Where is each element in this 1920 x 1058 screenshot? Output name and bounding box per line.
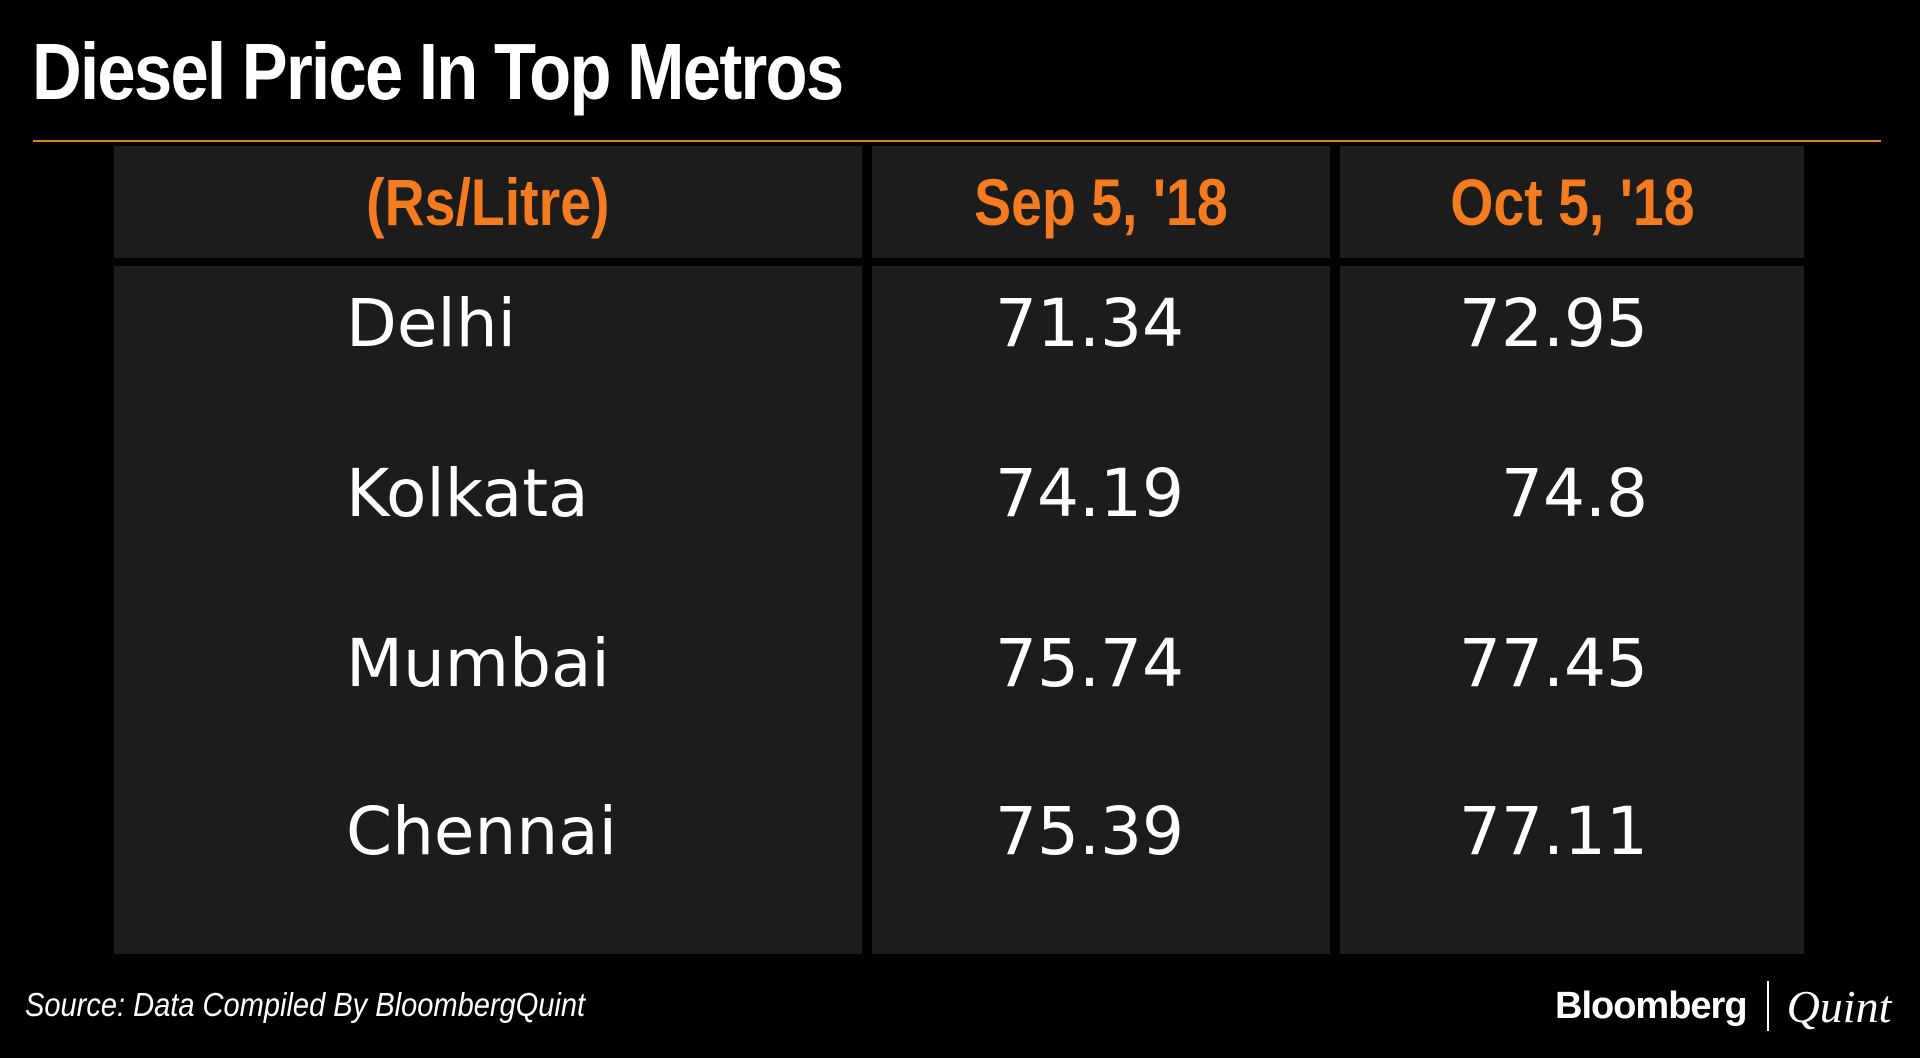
- column-header-unit: (Rs/Litre): [366, 165, 610, 239]
- title-divider: [33, 140, 1881, 142]
- logo-quint-text: Quint: [1786, 980, 1892, 1032]
- city-label-chennai: Chennai: [346, 793, 617, 870]
- header-cell-sep: Sep 5, '18: [872, 146, 1330, 258]
- city-label-delhi: Delhi: [346, 285, 516, 362]
- price-table: (Rs/Litre) Delhi Kolkata Mumbai Chennai …: [114, 146, 1804, 954]
- column-oct: Oct 5, '18 72.95 74.8 77.45 77.11: [1340, 146, 1804, 954]
- chart-title: Diesel Price In Top Metros: [32, 27, 844, 116]
- body-cell-cities: Delhi Kolkata Mumbai Chennai: [114, 266, 862, 954]
- column-sep: Sep 5, '18 71.34 74.19 75.74 75.39: [872, 146, 1330, 954]
- value-kolkata-oct: 74.8: [1501, 455, 1648, 532]
- column-header-sep: Sep 5, '18: [974, 165, 1228, 239]
- city-label-mumbai: Mumbai: [346, 625, 610, 702]
- logo-bloomberg-text: Bloomberg: [1555, 984, 1748, 1027]
- value-chennai-oct: 77.11: [1459, 793, 1648, 870]
- logo-divider: [1766, 981, 1769, 1031]
- value-delhi-sep: 71.34: [995, 285, 1184, 362]
- value-kolkata-sep: 74.19: [995, 455, 1184, 532]
- source-note: Source: Data Compiled By BloombergQuint: [25, 986, 586, 1023]
- value-delhi-oct: 72.95: [1459, 285, 1648, 362]
- body-cell-sep: 71.34 74.19 75.74 75.39: [872, 266, 1330, 954]
- header-cell-unit: (Rs/Litre): [114, 146, 862, 258]
- value-chennai-sep: 75.39: [995, 793, 1184, 870]
- value-mumbai-oct: 77.45: [1459, 625, 1648, 702]
- body-cell-oct: 72.95 74.8 77.45 77.11: [1340, 266, 1804, 954]
- city-label-kolkata: Kolkata: [346, 455, 589, 532]
- header-cell-oct: Oct 5, '18: [1340, 146, 1804, 258]
- column-unit: (Rs/Litre) Delhi Kolkata Mumbai Chennai: [114, 146, 862, 954]
- value-mumbai-sep: 75.74: [995, 625, 1184, 702]
- column-header-oct: Oct 5, '18: [1449, 165, 1695, 239]
- brand-logo: Bloomberg Quint: [1555, 980, 1891, 1032]
